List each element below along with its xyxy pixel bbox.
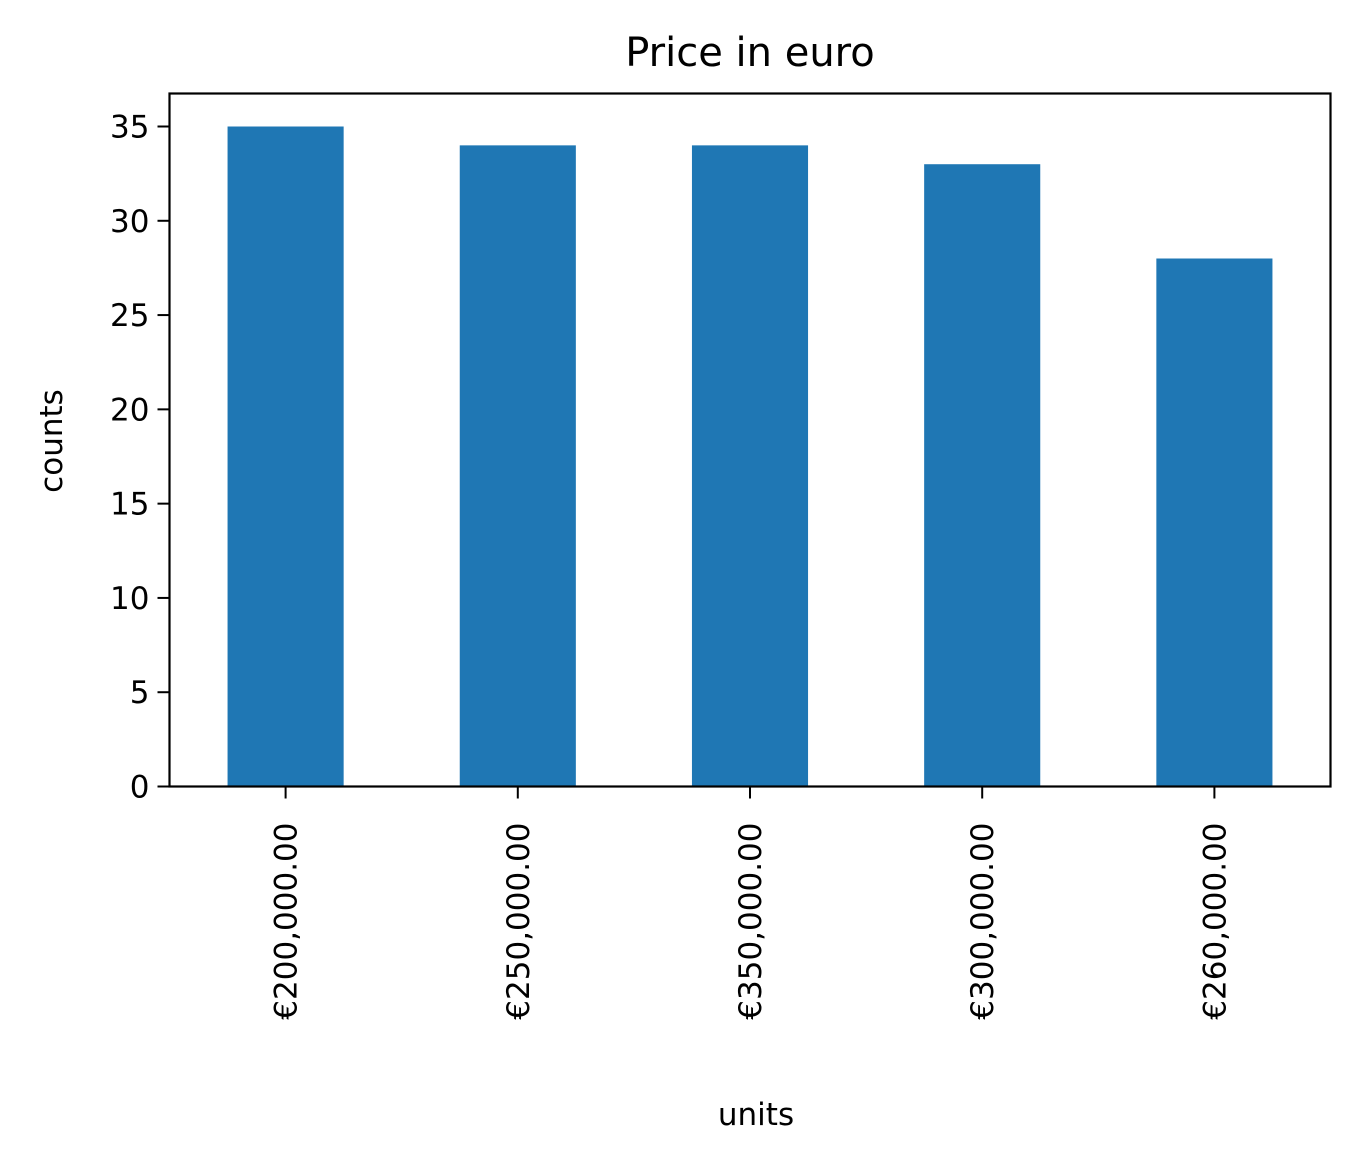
y-tick-label: 35	[110, 110, 149, 146]
y-tick-label: 25	[110, 298, 149, 334]
y-tick-label: 0	[130, 770, 150, 806]
x-tick-label: €200,000.00	[269, 823, 305, 1020]
y-axis-label: counts	[34, 389, 70, 493]
x-tick-label: €300,000.00	[965, 822, 1001, 1019]
y-tick-label: 20	[110, 392, 149, 428]
x-tick-label: €260,000.00	[1197, 823, 1233, 1020]
plot-frame	[168, 92, 1332, 788]
bar	[924, 164, 1041, 787]
bar	[1156, 258, 1273, 787]
y-axis-ticks: 0 5 10 15 20 25 30 35	[110, 110, 170, 806]
bar	[227, 126, 344, 787]
x-axis-label: units	[718, 1097, 794, 1133]
y-tick-label: 30	[110, 204, 149, 240]
y-tick-label: 5	[130, 675, 150, 711]
chart-title: Price in euro	[625, 30, 874, 76]
x-tick-label: €350,000.00	[733, 823, 769, 1020]
bar	[459, 145, 576, 787]
y-tick-label: 15	[110, 487, 149, 523]
x-axis-ticks: €200,000.00 €250,000.00 €350,000.00 €300,00…	[269, 786, 1233, 1020]
bars-layer	[227, 126, 1273, 787]
bar	[691, 145, 809, 787]
x-tick-label: €250,000.00	[501, 823, 537, 1020]
y-tick-label: 10	[110, 581, 149, 617]
